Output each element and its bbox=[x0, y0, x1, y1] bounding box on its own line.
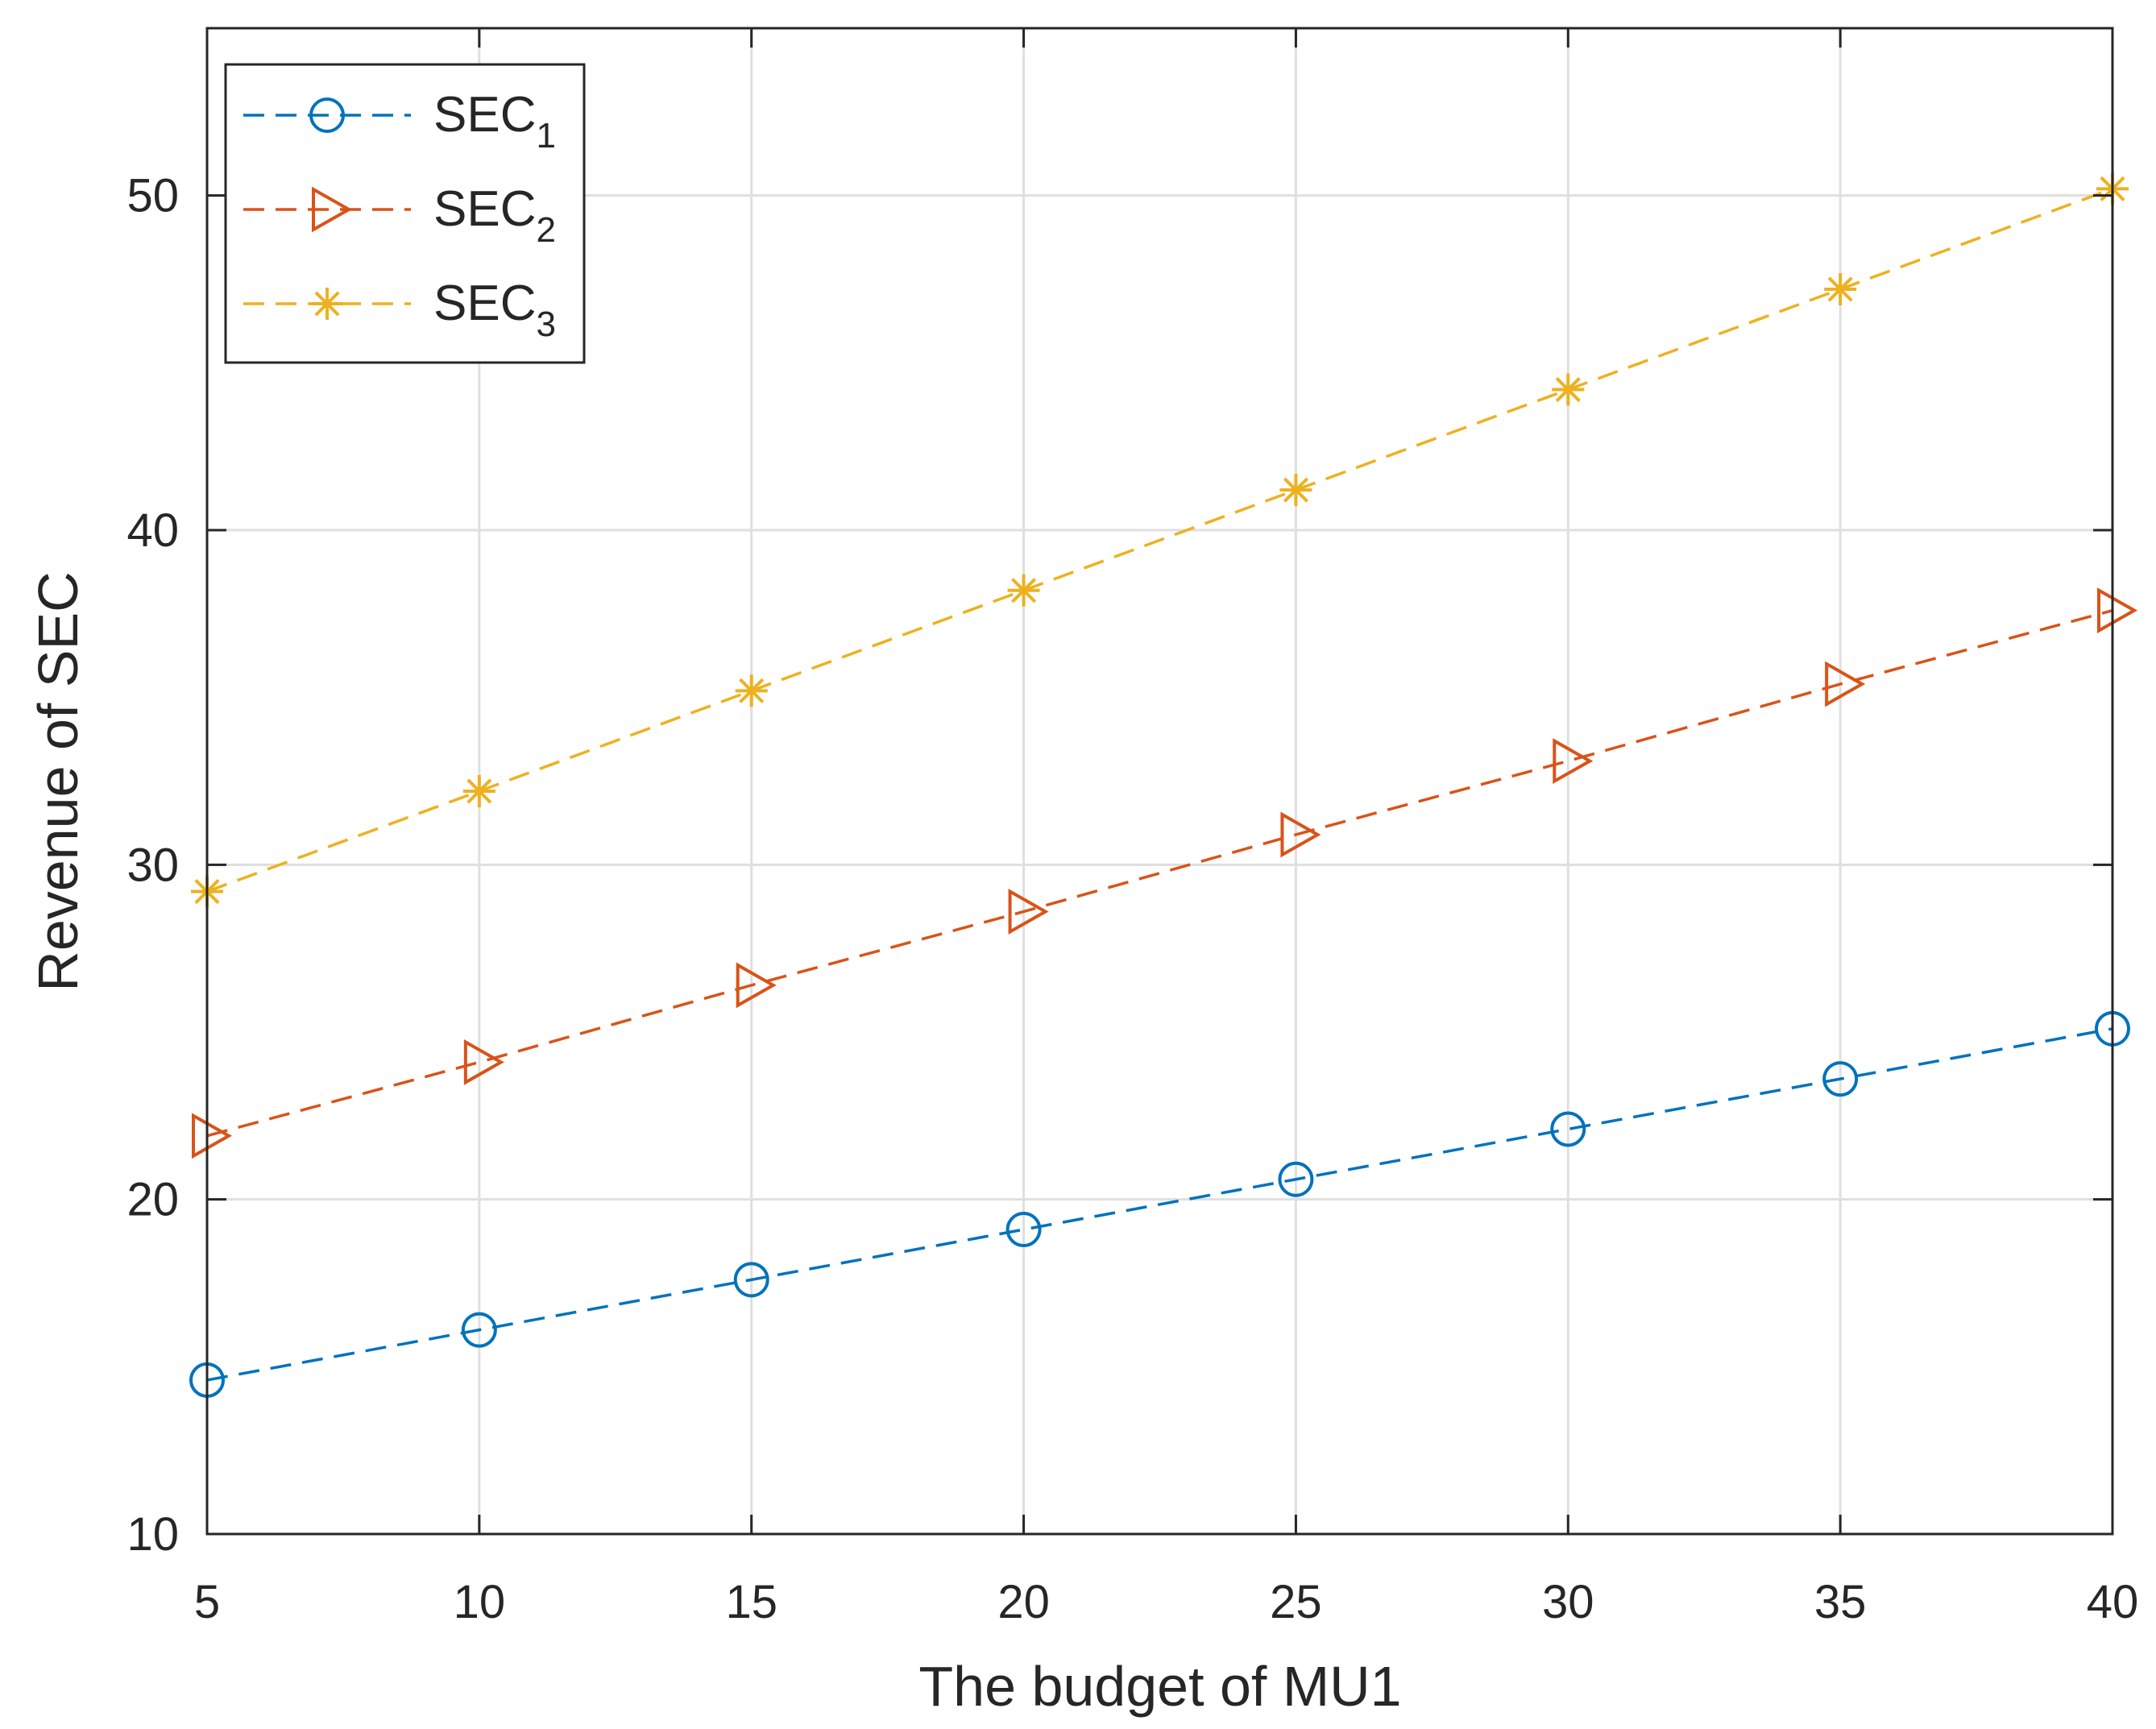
asterisk-marker bbox=[462, 774, 495, 807]
data-point bbox=[1553, 738, 1594, 785]
x-tick-label: 5 bbox=[194, 1576, 220, 1628]
circle-marker bbox=[1278, 1161, 1314, 1197]
plot-frame bbox=[205, 27, 2114, 1536]
x-axis-title: The budget of MU1 bbox=[918, 1655, 1401, 1718]
data-point bbox=[1007, 574, 1040, 607]
grid bbox=[207, 28, 2112, 1534]
data-point bbox=[1008, 889, 1049, 935]
triangle-marker bbox=[312, 186, 353, 233]
x-tick-label: 25 bbox=[1270, 1576, 1322, 1628]
legend-subscript: 1 bbox=[536, 116, 555, 155]
asterisk-marker bbox=[1552, 373, 1585, 406]
circle-marker bbox=[1005, 1212, 1042, 1248]
data-point bbox=[1825, 661, 1866, 707]
data-point bbox=[1280, 811, 1321, 858]
data-point bbox=[192, 1113, 233, 1159]
legend-subscript: 2 bbox=[536, 210, 555, 250]
triangle-marker bbox=[1008, 889, 1049, 935]
data-point bbox=[1279, 474, 1312, 507]
legend-subscript: 3 bbox=[536, 305, 555, 344]
x-tick-label: 10 bbox=[454, 1576, 506, 1628]
circle-marker bbox=[461, 1312, 497, 1348]
circle-marker bbox=[1822, 1061, 1859, 1097]
x-tick-label: 20 bbox=[997, 1576, 1050, 1628]
triangle-marker bbox=[463, 1039, 504, 1085]
data-point bbox=[1552, 373, 1585, 406]
legend-marker bbox=[312, 186, 353, 233]
asterisk-marker bbox=[735, 674, 768, 707]
y-tick-label: 40 bbox=[126, 504, 179, 557]
circle-marker bbox=[309, 97, 345, 133]
data-point bbox=[733, 1262, 769, 1298]
data-point bbox=[736, 962, 777, 1009]
y-tick-label: 20 bbox=[126, 1174, 179, 1226]
legend-marker bbox=[309, 97, 345, 133]
asterisk-marker bbox=[311, 288, 343, 320]
x-tick-label: 15 bbox=[725, 1576, 777, 1628]
circle-marker bbox=[1550, 1111, 1586, 1147]
series-layer bbox=[189, 172, 2138, 1398]
data-point bbox=[462, 774, 495, 807]
y-axis-title: Revenue of SEC bbox=[27, 571, 89, 991]
triangle-marker bbox=[2097, 587, 2138, 634]
asterisk-marker bbox=[1007, 574, 1040, 607]
data-point bbox=[1278, 1161, 1314, 1197]
data-point bbox=[461, 1312, 497, 1348]
triangle-marker bbox=[736, 962, 777, 1009]
y-tick-label: 50 bbox=[126, 170, 179, 222]
y-tick-label: 30 bbox=[126, 839, 179, 891]
data-point bbox=[1005, 1212, 1042, 1248]
asterisk-marker bbox=[1279, 474, 1312, 507]
series-line bbox=[206, 1027, 2113, 1382]
data-point bbox=[735, 674, 768, 707]
y-tick-label: 10 bbox=[126, 1508, 179, 1561]
x-tick-label: 40 bbox=[2087, 1576, 2139, 1628]
triangle-marker bbox=[1825, 661, 1866, 707]
series-line bbox=[206, 608, 2113, 1138]
x-tick-label: 30 bbox=[1542, 1576, 1594, 1628]
axis-ticks: 5 10 15 20 25 30 35 40 10 20 30 40 50 bbox=[126, 28, 2138, 1628]
data-point bbox=[1824, 272, 1857, 305]
data-point bbox=[2097, 587, 2138, 634]
data-point bbox=[1550, 1111, 1586, 1147]
series-line bbox=[206, 187, 2113, 894]
data-point bbox=[463, 1039, 504, 1085]
series-sec2 bbox=[192, 587, 2138, 1159]
triangle-marker bbox=[192, 1113, 233, 1159]
triangle-marker bbox=[1280, 811, 1321, 858]
data-point bbox=[1822, 1061, 1859, 1097]
asterisk-marker bbox=[1824, 272, 1857, 305]
circle-marker bbox=[733, 1262, 769, 1298]
legend-marker bbox=[311, 288, 343, 320]
x-tick-label: 35 bbox=[1814, 1576, 1867, 1628]
triangle-marker bbox=[1553, 738, 1594, 785]
